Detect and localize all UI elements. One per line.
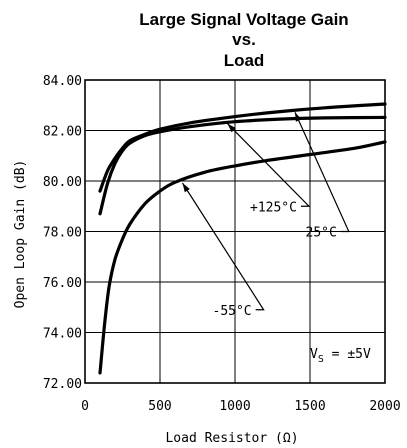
annotation-arrowhead-25-c — [295, 112, 302, 122]
series-line-55-c — [98, 140, 387, 375]
chart-title: Large Signal Voltage Gain vs. Load — [139, 10, 348, 70]
annotation-leader-125-c — [227, 123, 311, 207]
annotation-leader-55-c — [181, 182, 265, 311]
series-line-125-c — [98, 115, 387, 216]
series-line-25-c — [98, 102, 387, 193]
chart-title-line-2: vs. — [232, 30, 256, 49]
x-axis-label: Load Resistor (Ω) — [165, 431, 298, 446]
y-tick-label: 82.00 — [43, 125, 82, 140]
annotation-label-55-c: -55°C — [213, 304, 252, 319]
curve-annotations: +125°C 25°C -55°C — [181, 112, 350, 319]
x-tick-labels: 0 500 1000 1500 2000 — [81, 399, 401, 414]
chart-title-line-1: Large Signal Voltage Gain — [139, 10, 348, 29]
plot-frame — [84, 79, 386, 384]
y-tick-label: 78.00 — [43, 226, 82, 241]
y-tick-labels: 72.00 74.00 76.00 78.00 80.00 82.00 84.00 — [43, 74, 82, 392]
y-tick-label: 76.00 — [43, 276, 82, 291]
y-axis-label: Open Loop Gain (dB) — [13, 160, 28, 309]
annotation-label-125-c: +125°C — [250, 200, 297, 215]
x-tick-label: 0 — [81, 399, 89, 414]
x-tick-label: 1500 — [294, 399, 325, 414]
x-tick-label: 1000 — [219, 399, 250, 414]
y-tick-label: 80.00 — [43, 175, 82, 190]
grid — [85, 80, 385, 383]
annotation-arrowhead-125-c — [227, 123, 236, 133]
supply-voltage-value: = ±5V — [324, 347, 371, 362]
annotation-leader-25-c — [294, 112, 350, 233]
supply-voltage-prefix: V — [310, 347, 318, 362]
annotation-arrowhead-55-c — [182, 183, 190, 193]
y-tick-label: 84.00 — [43, 74, 82, 89]
curves — [98, 102, 387, 375]
supply-voltage-label: VS = ±5V — [310, 347, 371, 365]
y-tick-label: 72.00 — [43, 377, 82, 392]
x-tick-label: 2000 — [369, 399, 400, 414]
chart-title-line-3: Load — [224, 51, 265, 70]
supply-voltage-subscript: S — [318, 354, 324, 365]
x-tick-label: 500 — [148, 399, 171, 414]
y-tick-label: 74.00 — [43, 327, 82, 342]
annotation-label-25-c: 25°C — [306, 226, 337, 241]
